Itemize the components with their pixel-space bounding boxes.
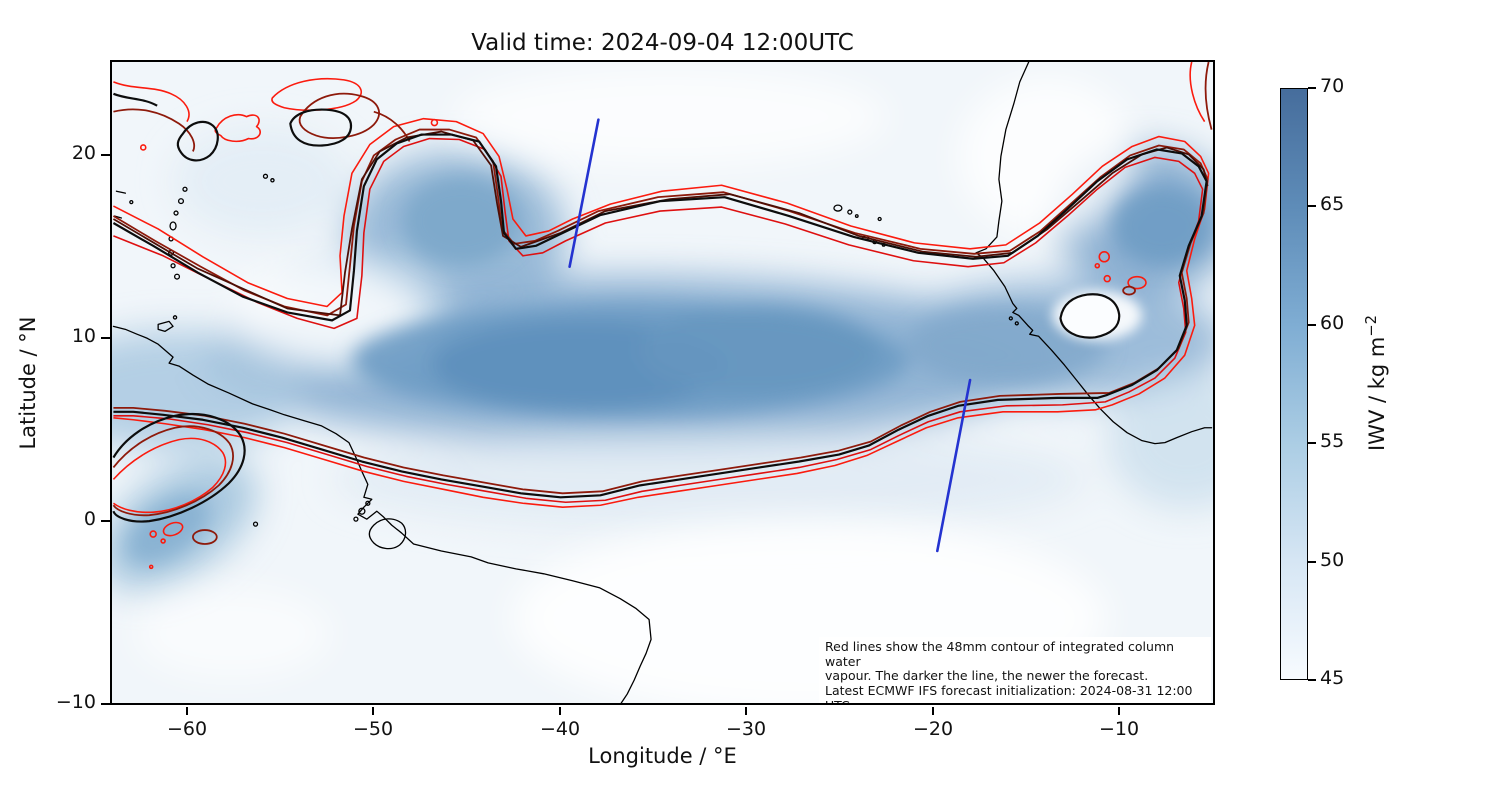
x-axis-label: Longitude / °E [588,744,737,768]
colorbar-label-text: IWV / kg m [1365,336,1389,452]
coastlines [112,62,1213,703]
coast-south-america [112,325,652,703]
contour-48mm-red-darkest [112,130,1209,317]
annotation-line-1: Red lines show the 48mm contour of integ… [825,639,1175,669]
annotation-line-2: vapour. The darker the line, the newer t… [825,668,1149,684]
map-canvas [112,62,1213,703]
satellite-track-1 [568,118,600,269]
satellite-tracks [568,118,972,553]
iwv-field [112,66,1213,703]
satellite-track-2 [935,378,972,553]
coast-trinidad [157,320,174,332]
forecast-annotation-box: Red lines show the 48mm contour of integ… [819,637,1211,703]
plot-title: Valid time: 2024-09-04 12:00UTC [471,30,854,56]
map-plot-area: Red lines show the 48mm contour of integ… [110,60,1215,705]
colorbar-label-exponent: −2 [1363,314,1380,337]
colorbar [1280,88,1308,680]
contour-48mm-red-mid [113,137,1204,504]
colorbar-label: IWV / kg m−2 [1363,263,1389,503]
contour-48mm-black-latest [112,92,1208,523]
y-axis-label: Latitude / °N [16,316,40,450]
coast-marajo-island [368,518,407,550]
coast-africa [975,62,1213,445]
annotation-line-3: Latest ECMWF IFS forecast initialization… [825,683,1193,703]
contour-48mm-red-bright [112,62,1210,570]
